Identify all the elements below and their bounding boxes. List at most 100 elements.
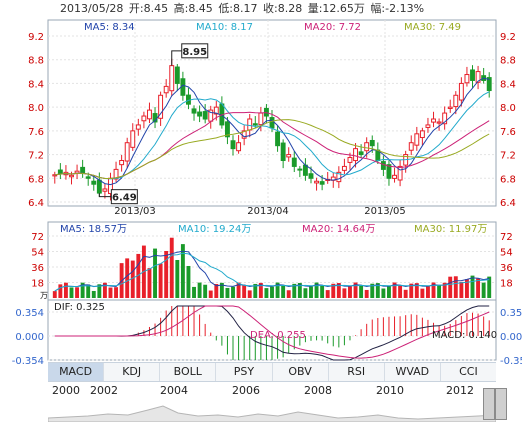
high-callout-box — [181, 43, 209, 59]
volume-bar — [426, 286, 430, 298]
volume-bar — [370, 283, 375, 298]
volume-bar — [409, 283, 414, 298]
candle-body — [130, 130, 136, 148]
volume-bar — [387, 286, 391, 298]
volume-bar — [364, 289, 369, 298]
volume-bar — [91, 290, 96, 298]
candle-body — [358, 151, 364, 156]
volume-y-tick-left: 54 — [31, 248, 44, 259]
candle-body — [74, 170, 80, 174]
candle-body — [436, 121, 442, 124]
volume-bar — [414, 283, 419, 298]
timeline-years: 2000 2002 2004 2006 2008 2010 2012 — [48, 382, 496, 398]
volume-bar — [97, 284, 102, 298]
volume-unit-label: 万 — [40, 291, 48, 300]
volume-bar — [225, 287, 230, 298]
volume-y-tick-right: 72 — [500, 232, 513, 243]
timeline-right-handle[interactable] — [495, 388, 507, 420]
timeline-left-handle[interactable] — [483, 388, 495, 420]
tab-obv[interactable]: OBV — [273, 363, 329, 381]
candle-body — [197, 111, 203, 117]
volume-bar — [231, 286, 235, 298]
volume-bar — [247, 290, 252, 298]
candle-body — [191, 108, 197, 114]
volume-bar — [403, 289, 408, 298]
macd-dea-line — [54, 305, 490, 359]
macd-histogram-series — [121, 306, 490, 360]
tab-boll[interactable]: BOLL — [160, 363, 217, 381]
header-date: 2013/05/28 — [60, 2, 124, 15]
candle-body — [236, 142, 242, 152]
volume-bar — [398, 285, 403, 298]
volume-bar — [348, 286, 352, 298]
candle-body — [297, 168, 303, 171]
price-y-tick-left: 9.2 — [28, 32, 44, 43]
volume-bar — [459, 281, 464, 298]
candle-body — [364, 142, 370, 152]
price-y-tick-right: 8.4 — [500, 79, 516, 90]
volume-bar — [136, 253, 141, 298]
high-callout-line — [171, 50, 182, 66]
tab-kdj[interactable]: KDJ — [104, 363, 161, 381]
candle-body — [453, 94, 459, 108]
low-callout-text: 6.49 — [112, 193, 137, 204]
volume-bar — [158, 263, 163, 298]
candle-body — [230, 140, 236, 150]
price-x-tick: 2013/04 — [247, 206, 289, 217]
volume-bar — [375, 283, 380, 298]
volume-ma5-line — [54, 250, 490, 292]
tab-macd[interactable]: MACD — [48, 363, 105, 381]
volume-y-tick-right: 54 — [500, 248, 513, 259]
candle-body — [91, 180, 97, 185]
price-y-tick-right: 6.4 — [500, 198, 516, 209]
year-label: 2000 — [52, 384, 80, 397]
volume-bar — [236, 282, 241, 298]
candle-body — [80, 166, 86, 175]
volume-bar — [292, 283, 297, 298]
volume-bar — [208, 290, 213, 298]
candle-body — [286, 154, 292, 158]
tab-wvad[interactable]: WVAD — [385, 363, 441, 381]
price-ma20-label: MA20: 7.72 — [304, 22, 362, 33]
price-y-tick-left: 6.4 — [28, 198, 44, 209]
candle-body — [458, 82, 464, 101]
tab-psy[interactable]: PSY — [216, 363, 273, 381]
candle-body — [124, 142, 130, 162]
vol-ma5-label: MA5: 18.57万 — [60, 224, 128, 235]
volume-bar — [437, 285, 442, 298]
candle-body — [397, 165, 403, 181]
volume-bar — [125, 258, 130, 298]
volume-bar — [342, 288, 347, 298]
candle-body — [258, 112, 264, 126]
candle-body — [447, 106, 453, 109]
volume-bar — [253, 283, 258, 298]
volume-bar — [52, 291, 57, 298]
price-y-tick-left: 8.4 — [28, 79, 44, 90]
timeline-overview-chart — [48, 405, 496, 422]
candle-body — [275, 131, 281, 147]
header-high: 高:8.45 — [173, 2, 213, 15]
volume-y-tick-right: 36 — [500, 263, 513, 274]
volume-bar — [281, 284, 286, 298]
candle-body — [158, 94, 164, 119]
vol-ma30-label: MA30: 11.97万 — [414, 224, 488, 235]
candle-body — [431, 118, 436, 123]
tab-cci[interactable]: CCI — [459, 365, 478, 378]
tab-rsi[interactable]: RSI — [329, 363, 385, 381]
price-y-tick-right: 8.0 — [500, 103, 516, 114]
volume-y-tick-right: 18 — [500, 279, 513, 290]
header-change: 幅:-2.13% — [370, 2, 425, 15]
candle-body — [163, 85, 169, 94]
volume-bar — [153, 248, 157, 298]
candle-body — [119, 160, 125, 166]
volume-bar — [470, 275, 475, 298]
price-y-tick-right: 9.2 — [500, 32, 516, 43]
candle-body — [169, 65, 175, 92]
volume-bar — [487, 276, 492, 298]
vol-ma20-label: MA20: 14.64万 — [302, 224, 376, 235]
candle-body — [85, 176, 91, 179]
year-label: 2004 — [160, 384, 188, 397]
volume-bar — [219, 282, 224, 298]
volume-bar — [114, 287, 118, 298]
